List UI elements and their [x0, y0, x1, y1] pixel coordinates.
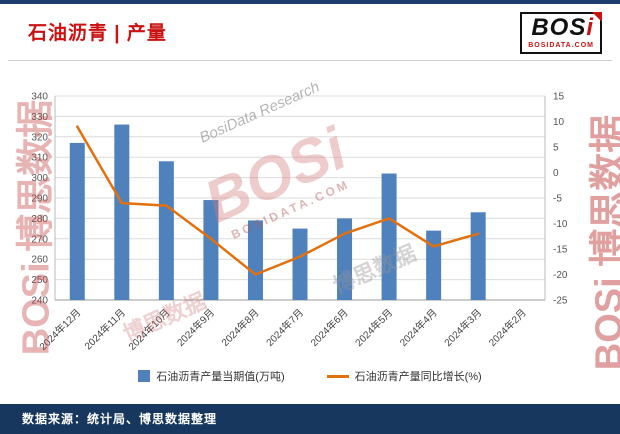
svg-text:2024年4月: 2024年4月: [397, 306, 440, 349]
svg-text:5: 5: [553, 143, 559, 154]
bosi-logo: BOSi BOSIDATA.COM: [520, 12, 602, 54]
svg-text:0: 0: [553, 168, 559, 179]
bar-swatch: [138, 370, 151, 382]
logo-accent-text: i: [586, 14, 594, 41]
svg-text:310: 310: [31, 153, 48, 164]
svg-text:2024年8月: 2024年8月: [219, 306, 262, 349]
svg-text:15: 15: [553, 92, 565, 103]
svg-text:2024年3月: 2024年3月: [441, 306, 484, 349]
svg-text:2024年11月: 2024年11月: [82, 306, 128, 352]
data-source-text: 数据来源：统计局、博思数据整理: [22, 412, 218, 426]
footer-bar: 数据来源：统计局、博思数据整理: [0, 404, 620, 434]
svg-text:-10: -10: [553, 219, 568, 230]
line-swatch: [326, 374, 349, 378]
svg-text:320: 320: [31, 132, 48, 143]
header-divider: [8, 60, 612, 61]
svg-text:290: 290: [31, 194, 48, 205]
svg-text:-20: -20: [553, 270, 568, 281]
chart-legend: 石油沥青产量当期值(万吨) 石油沥青产量同比增长(%): [0, 364, 620, 388]
svg-text:2024年2月: 2024年2月: [486, 306, 529, 349]
header: 石油沥青 | 产量 BOSi BOSIDATA.COM: [0, 4, 620, 58]
bosi-logo-box: BOSi BOSIDATA.COM: [520, 12, 602, 54]
svg-text:240: 240: [31, 296, 48, 307]
svg-text:2024年5月: 2024年5月: [352, 306, 395, 349]
svg-text:10: 10: [553, 117, 565, 128]
svg-text:-25: -25: [553, 296, 568, 307]
legend-label-line: 石油沥青产量同比增长(%): [354, 371, 482, 383]
legend-label-bar: 石油沥青产量当期值(万吨): [156, 371, 285, 383]
bosi-logo-text: BOSi: [528, 16, 594, 40]
svg-text:260: 260: [31, 255, 48, 266]
svg-text:340: 340: [31, 92, 48, 103]
svg-text:-15: -15: [553, 245, 568, 256]
legend-item-line: 石油沥青产量同比增长(%): [326, 368, 482, 384]
bosi-logo-domain: BOSIDATA.COM: [528, 42, 594, 49]
svg-text:2024年10月: 2024年10月: [126, 306, 173, 353]
svg-text:280: 280: [31, 214, 48, 225]
svg-text:330: 330: [31, 112, 48, 123]
top-border: [0, 0, 620, 4]
svg-text:250: 250: [31, 275, 48, 286]
svg-text:2024年6月: 2024年6月: [308, 306, 351, 349]
svg-text:300: 300: [31, 173, 48, 184]
page-title: 石油沥青 | 产量: [28, 23, 167, 44]
production-chart: 240 250 260 270 280 290 300 310 320 330 340 -25 -20 -…: [31, 92, 568, 353]
svg-text:2024年9月: 2024年9月: [174, 306, 217, 349]
logo-main-text: BOS: [531, 14, 587, 41]
svg-text:2024年7月: 2024年7月: [263, 306, 306, 349]
svg-text:2024年12月: 2024年12月: [36, 306, 83, 353]
legend-item-bar: 石油沥青产量当期值(万吨): [138, 368, 285, 384]
svg-text:270: 270: [31, 234, 48, 245]
svg-text:-5: -5: [553, 194, 562, 205]
